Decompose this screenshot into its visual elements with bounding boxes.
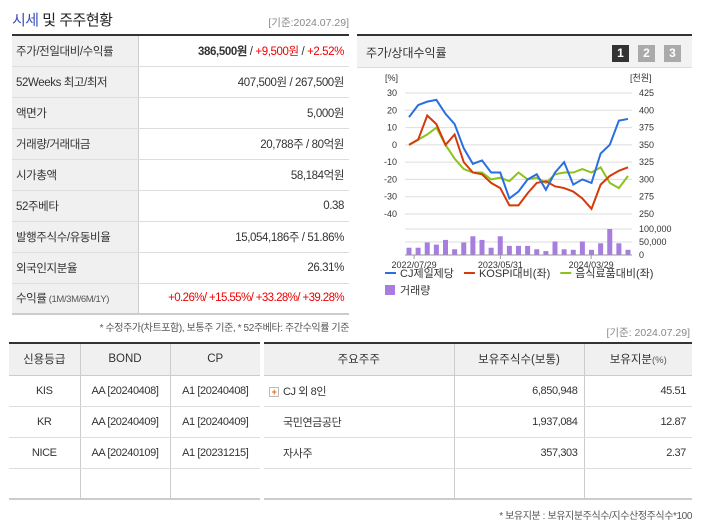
- volume-bar: [589, 249, 594, 255]
- volume-bar: [424, 242, 430, 255]
- table-row: 수익률 (1M/3M/6M/1Y) +0.26%/ +15.55%/ +33.28…: [12, 283, 349, 315]
- left-tick-label: 10: [387, 123, 397, 133]
- volume-bar: [506, 245, 512, 255]
- volume-bar: [443, 239, 448, 255]
- price-table: 주가/전일대비/수익률 386,500원 / +9,500원 / +2.52% 5…: [12, 34, 349, 315]
- price-footnote: * 수정주가(차트포함), 보통주 기준, * 52주베타: 주간수익률 기준: [99, 323, 350, 334]
- volume-bar: [616, 243, 622, 255]
- table-row: + CJ 외 8인 6,850,948 45.51: [264, 375, 692, 407]
- credit-rating-table: 신용등급 BOND CP KIS AA [20240408] A1 [20240408]…: [9, 342, 260, 500]
- base-date: [기준:2024.07.29]: [268, 17, 349, 29]
- holders-base-date: [기준: 2024.07.29]: [606, 327, 690, 339]
- volume-tick-label: 0: [639, 250, 644, 260]
- x-tick-label: 2022/07/29: [392, 260, 437, 270]
- table-row: 거래량/거래대금 20,788주 / 80억원: [12, 128, 349, 160]
- volume-bar: [525, 245, 531, 255]
- legend-label: 거래량: [400, 284, 430, 297]
- right-unit-label: [천원]: [630, 73, 652, 83]
- right-tick-label: 250: [639, 209, 654, 219]
- volume-bar: [497, 236, 503, 255]
- volume-bar: [534, 249, 540, 255]
- table-row: 52주베타 0.38: [12, 190, 349, 222]
- page-title: 시세 및 주주현황: [12, 12, 113, 29]
- volume-bar: [561, 249, 567, 255]
- volume-bar: [470, 236, 476, 255]
- right-tick-label: 275: [639, 192, 654, 202]
- major-shareholders-table: 주요주주 보유주식수(보통) 보유지분(%) + CJ 외 8인 6,850,948 45…: [264, 342, 692, 500]
- x-tick-label: 2023/05/31: [478, 260, 523, 270]
- volume-bar: [570, 249, 576, 255]
- left-unit-label: [%]: [385, 73, 398, 83]
- left-tick-label: 30: [387, 88, 397, 98]
- right-tick-label: 300: [639, 174, 654, 184]
- relative-return-chart: [%] [천원] 30 425 20 400 10 375 0 350 -10 325 -20 300 -3…: [384, 73, 672, 297]
- table-row: 자사주 357,303 2.37: [264, 437, 692, 469]
- chart-page-2-button[interactable]: 2: [638, 45, 655, 62]
- table-row: 52Weeks 최고/최저 407,500원 / 267,500원: [12, 66, 349, 98]
- volume-bar: [433, 244, 439, 255]
- right-tick-label: 425: [639, 88, 654, 98]
- table-row: 발행주식수/유동비율 15,054,186주 / 51.86%: [12, 221, 349, 253]
- volume-bar: [579, 241, 585, 255]
- volume-bar: [607, 229, 613, 255]
- chart-title: 주가/상대수익률: [366, 46, 447, 60]
- table-row: NICE AA [20240109] A1 [20231215]: [9, 437, 260, 469]
- right-tick-label: 325: [639, 157, 654, 167]
- left-tick-label: -30: [384, 192, 397, 202]
- chart-panel: 주가/상대수익률 1 2 3: [357, 34, 692, 310]
- right-tick-label: 400: [639, 105, 654, 115]
- holders-footnote: * 보유지분 : 보유지분주식수/지수산정주식수*100: [499, 511, 692, 522]
- volume-bar: [452, 249, 458, 255]
- table-row: 국민연금공단 1,937,084 12.87: [264, 406, 692, 438]
- volume-bar: [479, 239, 485, 255]
- volume-bar: [625, 249, 631, 255]
- left-tick-label: -10: [384, 157, 397, 167]
- table-row: 외국인지분율 26.31%: [12, 252, 349, 284]
- table-row: KIS AA [20240408] A1 [20240408]: [9, 375, 260, 407]
- volume-bar: [543, 251, 549, 255]
- volume-tick-label: 100,000: [639, 224, 672, 234]
- right-tick-label: 350: [639, 140, 654, 150]
- series-line: [408, 98, 629, 201]
- chart-page-1-button[interactable]: 1: [612, 45, 629, 62]
- legend-label: CJ제일제당: [400, 266, 454, 280]
- table-row: 주가/전일대비/수익률 386,500원 / +9,500원 / +2.52%: [12, 35, 349, 67]
- table-row: [9, 468, 260, 500]
- left-tick-label: -40: [384, 209, 397, 219]
- volume-bar: [488, 247, 494, 255]
- table-row: 액면가 5,000원: [12, 97, 349, 129]
- legend-label: KOSPI대비(좌): [479, 267, 550, 280]
- chart-header: 주가/상대수익률 1 2 3: [357, 36, 692, 68]
- volume-bar: [598, 243, 604, 255]
- chart-page-3-button[interactable]: 3: [664, 45, 681, 62]
- legend-label: 음식료품대비(좌): [575, 267, 653, 280]
- volume-bar: [552, 241, 558, 255]
- left-tick-label: -20: [384, 174, 397, 184]
- left-tick-label: 0: [392, 140, 397, 150]
- x-tick-label: 2024/03/29: [569, 260, 614, 270]
- table-row: KR AA [20240409] A1 [20240409]: [9, 406, 260, 438]
- volume-bar: [406, 247, 412, 255]
- volume-tick-label: 50,000: [639, 237, 667, 247]
- series-line: [408, 113, 629, 211]
- table-row: [264, 468, 692, 500]
- right-tick-label: 375: [639, 123, 654, 133]
- left-tick-label: 20: [387, 105, 397, 115]
- legend-bar-swatch: [385, 285, 395, 295]
- volume-bar: [415, 247, 421, 255]
- volume-bar: [461, 242, 467, 255]
- volume-bar: [516, 245, 521, 255]
- table-row: 시가총액 58,184억원: [12, 159, 349, 191]
- expand-icon[interactable]: +: [269, 386, 279, 397]
